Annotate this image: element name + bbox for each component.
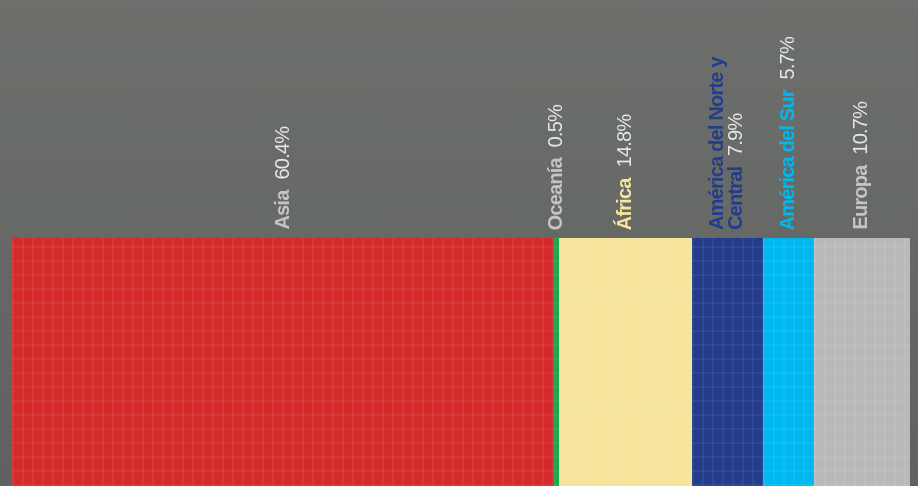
bar-segment	[762, 238, 814, 486]
category-name: Oceanía	[545, 157, 568, 230]
bar-segment	[558, 238, 692, 486]
bar-segment	[691, 238, 763, 486]
category-name: África	[613, 178, 636, 230]
bar-segment	[12, 238, 555, 486]
value-label: 0.5%	[545, 104, 568, 147]
category-name: Asia	[271, 190, 294, 230]
segment-label: África 14.8%	[613, 114, 636, 230]
value-label: 60.4%	[271, 127, 294, 181]
value-label: 14.8%	[613, 114, 636, 168]
bar-segment	[813, 238, 910, 486]
segment-label: Asia 60.4%	[271, 127, 294, 230]
value-label: 10.7%	[850, 102, 873, 156]
segment-label: América del Norte y Central 7.9%	[706, 40, 748, 230]
category-name: Europa	[850, 165, 873, 230]
segment-label: Oceanía 0.5%	[545, 104, 568, 230]
segment-label: América del Sur 5.7%	[776, 36, 799, 230]
bar-segment	[554, 238, 559, 486]
value-label: 7.9%	[725, 113, 748, 156]
value-label: 5.7%	[776, 36, 799, 79]
category-name: América del Sur	[776, 89, 799, 230]
segment-label: Europa 10.7%	[850, 102, 873, 230]
